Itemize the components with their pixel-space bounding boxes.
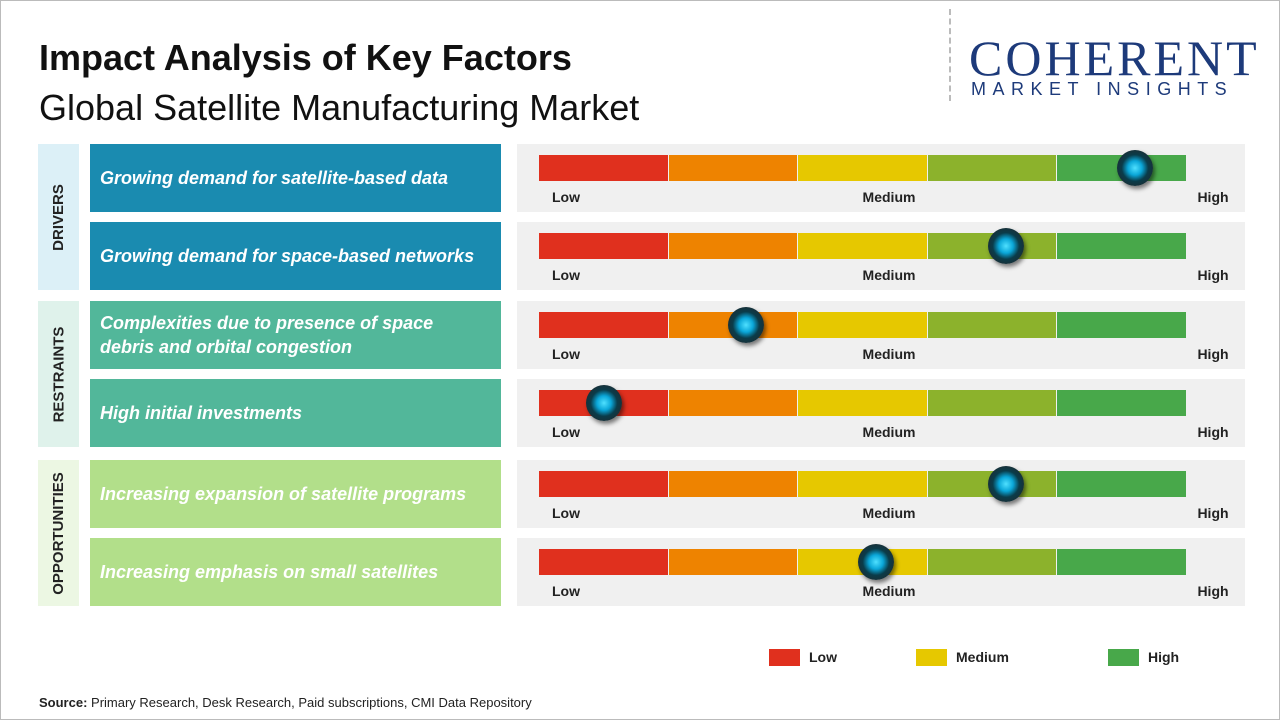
scale-segment [798, 233, 927, 259]
scale-segment [798, 155, 927, 181]
group-label: OPPORTUNITIES [38, 460, 79, 606]
group-label: RESTRAINTS [38, 301, 79, 447]
scale-label: Medium [862, 424, 916, 440]
legend-label: Low [809, 649, 837, 665]
impact-knob [857, 544, 894, 580]
subtitle: Global Satellite Manufacturing Market [39, 87, 640, 128]
impact-knob [585, 385, 622, 421]
group-label-text: RESTRAINTS [50, 326, 67, 422]
scale-segment [1057, 233, 1186, 259]
scale-label: Medium [862, 267, 916, 283]
scale-label: Medium [862, 583, 916, 599]
scale-segment [668, 549, 798, 575]
source-text: Primary Research, Desk Research, Paid su… [91, 695, 532, 710]
group-label-text: DRIVERS [50, 183, 67, 251]
scale-segment [927, 549, 1057, 575]
scale-segment [1057, 312, 1186, 338]
scale-label: Medium [862, 505, 916, 521]
scale-label: High [1197, 346, 1229, 362]
separator [949, 9, 951, 101]
scale-label: Low [552, 346, 580, 362]
title: Impact Analysis of Key Factors [39, 37, 572, 78]
scale-segment [668, 155, 798, 181]
logo-name: COHERENT [969, 30, 1260, 86]
scale-segment [927, 155, 1057, 181]
scale-label: Low [552, 505, 580, 521]
scale-label: High [1197, 424, 1229, 440]
scale-segment [1057, 549, 1186, 575]
scale-segment [1057, 390, 1186, 416]
impact-knob [728, 307, 765, 343]
group-label-text: OPPORTUNITIES [50, 471, 68, 595]
scale-label: High [1197, 267, 1229, 283]
scale-label: Low [552, 267, 580, 283]
legend-swatch [769, 649, 800, 666]
factor: Increasing emphasis on small satellites [90, 538, 501, 606]
scale-label: High [1197, 505, 1229, 521]
legend-label: High [1148, 649, 1180, 665]
factor: Growing demand for satellite-based data [90, 144, 501, 212]
scale-label: Medium [862, 346, 916, 362]
scale-segment [539, 549, 668, 575]
factor: Increasing expansion of satellite progra… [90, 460, 501, 528]
impact-knob [987, 228, 1024, 264]
impact-knob [987, 466, 1024, 502]
scale-segment [668, 471, 798, 497]
scale-label: High [1197, 583, 1229, 599]
scale-segment [539, 312, 668, 338]
source-label: Source: [39, 695, 88, 710]
scale-segment [539, 471, 668, 497]
scale-segment [539, 233, 668, 259]
factor: High initial investments [90, 379, 501, 447]
legend-swatch [916, 649, 947, 666]
logo-tagline: MARKET INSIGHTS [971, 79, 1234, 99]
scale-segment [668, 233, 798, 259]
scale-label: Medium [862, 189, 916, 205]
scale-segment [539, 155, 668, 181]
scale-segment [798, 471, 927, 497]
scale-segment [1057, 471, 1186, 497]
scale-segment [798, 390, 927, 416]
impact-knob [1117, 150, 1154, 186]
scale-label: Low [552, 424, 580, 440]
scale-label: Low [552, 583, 580, 599]
scale-label: High [1197, 189, 1229, 205]
factor: Complexities due to presence of space de… [90, 301, 501, 369]
source: Source: Primary Research, Desk Research,… [39, 695, 532, 710]
legend-swatch [1108, 649, 1139, 666]
scale-segment [668, 390, 798, 416]
scale-segment [927, 312, 1057, 338]
group-label: DRIVERS [38, 144, 79, 290]
scale-segment [927, 390, 1057, 416]
factor: Growing demand for space-based networks [90, 222, 501, 290]
scale-segment [798, 312, 927, 338]
scale-label: Low [552, 189, 580, 205]
legend-label: Medium [956, 649, 1009, 665]
